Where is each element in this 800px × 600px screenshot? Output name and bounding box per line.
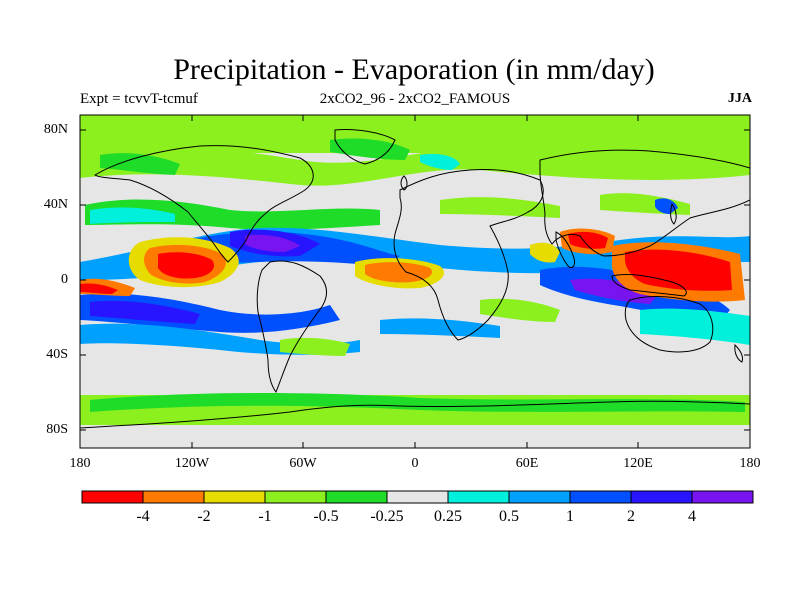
atlantic-dry-core [365,262,432,283]
north-pacific-cyan [90,207,175,224]
antarctica-coast [80,400,750,429]
colorbar-box-4 [325,490,388,504]
experiment-label: Expt = tcvvT-tcmuf [80,91,198,107]
colorbar-label-0: -4 [136,508,150,525]
colorbar-label-6: 0.5 [499,508,519,525]
north-atlantic-green [330,138,410,160]
lon-label-60w: 60W [289,456,317,471]
north-pacific-atlantic-band [85,199,380,230]
lat-label-40n: 40N [43,197,68,212]
north-midlat-band [80,143,750,186]
colorbar-box-1 [142,490,205,504]
colorbar-label-3: -0.5 [313,508,339,525]
colorbar-label-5: 0.25 [434,508,462,525]
lon-ticks [191,115,639,448]
north-pacific-green [100,153,180,175]
indonesia-coast [611,273,687,297]
colorbar-box-7 [508,490,571,504]
map-title: Precipitation - Evaporation (in mm/day) [173,53,655,86]
lat-ticks [80,129,750,431]
north-america-coast [94,145,314,263]
lat-label-80n: 80N [43,122,68,137]
japan-wet [655,198,678,214]
bay-of-bengal-dry-core [568,231,608,249]
colorbar-label-7: 1 [566,508,574,525]
asia-coast [539,149,750,257]
india-coast [555,231,575,269]
colorbar-box-10 [691,490,754,504]
colorbar-box-3 [264,490,327,504]
lon-label-180-right: 180 [739,456,761,471]
west-pacific-dry-core [624,249,732,291]
comparison-label: 2xCO2_96 - 2xCO2_FAMOUS [319,91,511,107]
coastlines [80,129,750,429]
uk-coast [400,175,408,191]
australia-coast [624,296,714,353]
lat-label-40s: 40S [46,347,68,362]
dateline-dry-core [80,283,118,294]
greenland-cyan [420,154,460,170]
south-america-coast [256,260,327,394]
greenland-coast [334,129,396,165]
south-pacific-core [90,300,200,324]
season-label: JJA [727,91,752,106]
lat-label-80s: 80S [46,422,68,437]
central-america-peak [245,234,300,252]
east-pacific-dry-core [158,252,215,279]
europe-africa-coast [393,169,544,341]
colorbar-box-5 [386,490,449,504]
colorbar-label-9: 4 [688,508,696,525]
lon-label-0: 0 [411,456,419,471]
colorbar-label-4: -0.25 [370,508,404,525]
colorbar-label-2: -1 [258,508,272,525]
lat-label-0: 0 [61,272,68,287]
lon-label-120w: 120W [174,456,210,471]
lon-label-180-left: 180 [69,456,91,471]
south-atlantic-light [380,318,500,338]
colorbar-label-1: -2 [197,508,211,525]
japan-coast [670,202,677,225]
new-zealand-coast [734,343,743,363]
south-indian-green [480,298,560,322]
lon-label-60e: 60E [515,456,539,471]
colorbar-box-2 [203,490,266,504]
south-west-pacific-cyan [640,308,750,345]
europe-band [440,197,560,218]
southern-ocean-core [90,393,745,412]
colorbar-label-8: 2 [627,508,635,525]
colorbar-box-9 [630,490,693,504]
colorbar-box-0 [81,490,144,504]
arabian-sea-dry [530,242,560,263]
colorbar-box-6 [447,490,510,504]
lon-label-120e: 120E [623,456,653,471]
colorbar-box-8 [569,490,632,504]
